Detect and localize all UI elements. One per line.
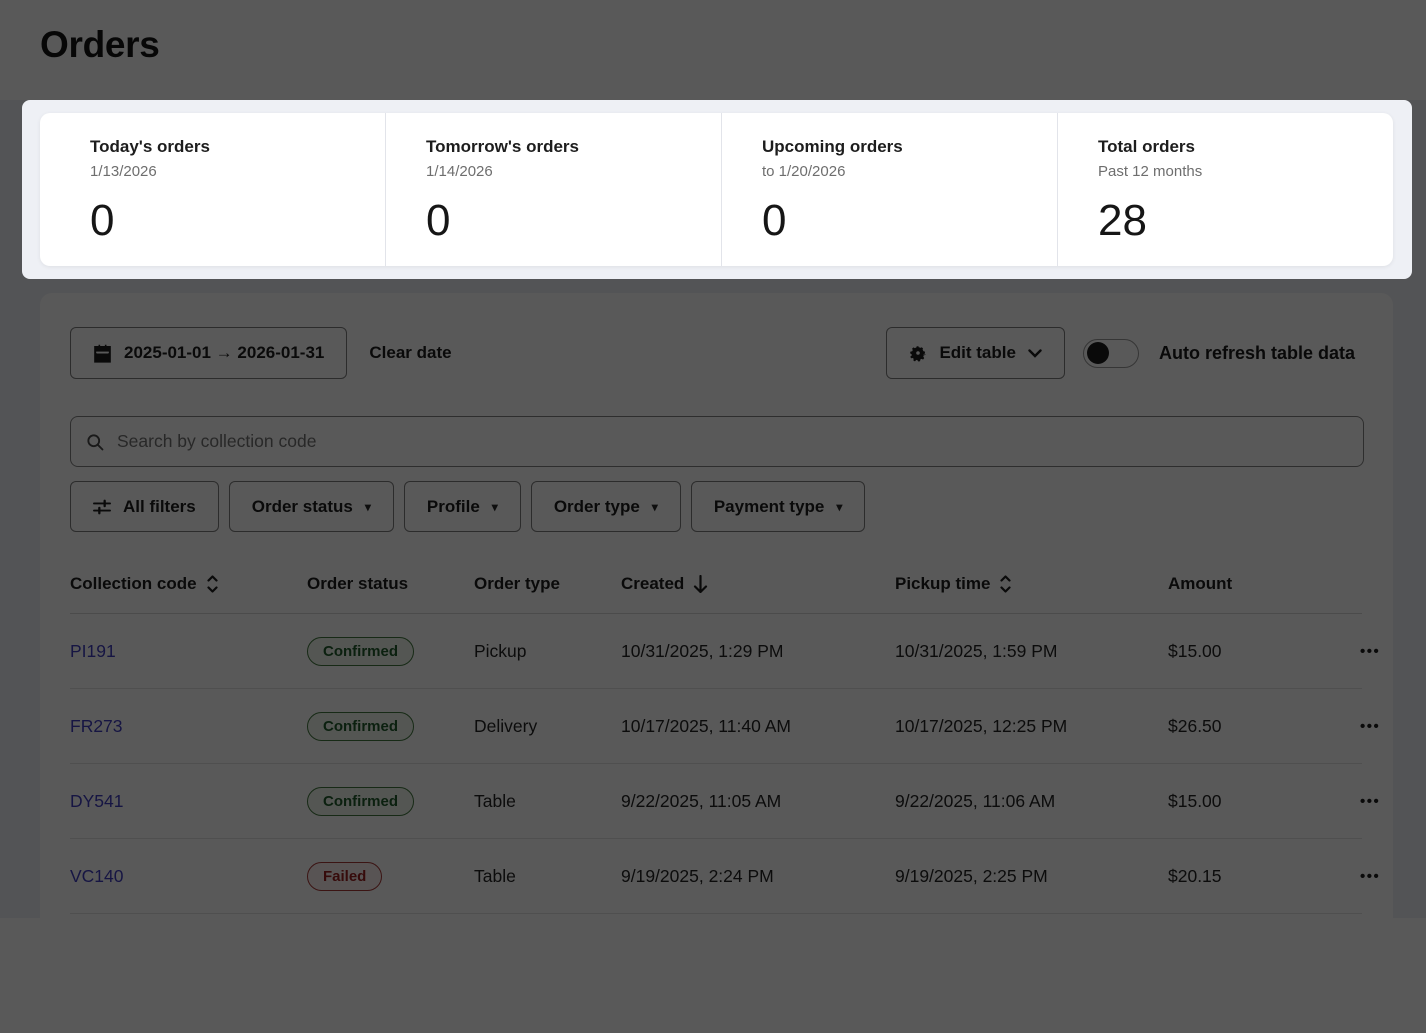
sort-both-icon [206, 575, 219, 593]
date-range-value: 2025-01-01 → 2026-01-31 [124, 343, 325, 362]
gear-icon [909, 344, 927, 362]
status-badge: Confirmed [307, 786, 414, 816]
sort-both-icon [999, 575, 1012, 593]
table-row: DY541 Confirmed Table 9/22/2025, 11:05 A… [70, 764, 1379, 839]
caret-down-icon: ▾ [364, 499, 371, 514]
chevron-down-icon [1028, 348, 1042, 358]
row-menu-button[interactable]: ••• [1296, 867, 1386, 886]
order-type-cell: Pickup [474, 640, 527, 661]
order-stats-card: Today's orders 1/13/2026 0 Tomorrow's or… [40, 113, 1393, 266]
amount-cell: $26.50 [1168, 715, 1222, 736]
stat-title: Upcoming orders [762, 137, 903, 156]
stat-subtitle: to 1/20/2026 [762, 163, 846, 180]
amount-cell: $15.00 [1168, 640, 1222, 661]
all-filters-icon [93, 499, 111, 515]
content-section: Today's orders 1/13/2026 0 Tomorrow's or… [0, 100, 1426, 1033]
all-filters-label: All filters [123, 496, 196, 516]
amount-cell: $15.00 [1168, 790, 1222, 811]
table-row: FR273 Confirmed Delivery 10/17/2025, 11:… [70, 689, 1379, 764]
amount-cell: $20.15 [1168, 865, 1222, 886]
stat-subtitle: 1/14/2026 [426, 163, 493, 180]
stat-title: Tomorrow's orders [426, 137, 579, 156]
filters-row: All filters Order status ▾ Profile ▾ Ord… [70, 481, 866, 532]
column-header-order-type: Order type [474, 574, 560, 593]
page-title: Orders [40, 24, 160, 65]
all-filters-button[interactable]: All filters [70, 481, 219, 532]
created-cell: 9/22/2025, 11:05 AM [621, 790, 782, 811]
collection-code-link[interactable]: VC140 [70, 865, 124, 886]
order-type-cell: Delivery [474, 715, 538, 736]
stat-value: 0 [762, 196, 787, 245]
stat-card: Upcoming orders to 1/20/2026 0 [721, 113, 1057, 266]
search-icon [85, 432, 105, 452]
column-header-created[interactable]: Created [621, 574, 895, 594]
order-type-cell: Table [474, 790, 516, 811]
collection-code-link[interactable]: FR273 [70, 715, 123, 736]
stat-card: Tomorrow's orders 1/14/2026 0 [385, 113, 721, 266]
stat-card: Today's orders 1/13/2026 0 [40, 113, 385, 266]
stat-subtitle: 1/13/2026 [90, 163, 157, 180]
caret-down-icon: ▾ [491, 499, 498, 514]
table-header-row: Collection code Order status Order type [70, 555, 1362, 614]
stat-card: Total orders Past 12 months 28 [1057, 113, 1393, 266]
row-menu-button[interactable]: ••• [1296, 642, 1386, 661]
filter-dropdown-button[interactable]: Profile ▾ [403, 481, 521, 532]
stat-value: 0 [90, 196, 115, 245]
collection-code-link[interactable]: DY541 [70, 790, 124, 811]
column-header-collection-code[interactable]: Collection code [70, 574, 307, 594]
caret-down-icon: ▾ [651, 499, 658, 514]
row-menu-button[interactable]: ••• [1296, 717, 1386, 736]
table-body: PI191 Confirmed Pickup 10/31/2025, 1:29 … [70, 614, 1379, 914]
status-badge: Failed [307, 861, 383, 891]
filter-dropdown-label: Profile [426, 496, 480, 516]
filter-dropdown-label: Payment type [713, 496, 825, 516]
status-badge: Confirmed [307, 711, 414, 741]
filter-dropdown-button[interactable]: Payment type ▾ [690, 481, 866, 532]
created-cell: 9/19/2025, 2:24 PM [621, 865, 774, 886]
stat-title: Today's orders [90, 137, 210, 156]
caret-down-icon: ▾ [836, 499, 843, 514]
filter-dropdown-label: Order status [251, 496, 353, 516]
filter-dropdown-button[interactable]: Order type ▾ [530, 481, 681, 532]
pickup-time-cell: 9/19/2025, 2:25 PM [895, 865, 1048, 886]
search-box [70, 416, 1364, 467]
status-badge: Confirmed [307, 636, 414, 666]
filter-dropdown-button[interactable]: Order status ▾ [228, 481, 394, 532]
collection-code-link[interactable]: PI191 [70, 640, 116, 661]
toggle-knob [1086, 342, 1109, 364]
pickup-time-cell: 9/22/2025, 11:06 AM [895, 790, 1056, 811]
calendar-icon [93, 344, 112, 363]
clear-date-button[interactable]: Clear date [369, 343, 452, 362]
pickup-time-cell: 10/31/2025, 1:59 PM [895, 640, 1058, 661]
search-input[interactable] [115, 430, 1349, 453]
column-header-pickup-time[interactable]: Pickup time [895, 574, 1168, 594]
created-cell: 10/17/2025, 11:40 AM [621, 715, 791, 736]
edit-table-label: Edit table [939, 343, 1016, 362]
table-toolbar: 2025-01-01 → 2026-01-31 Clear date Edit … [40, 327, 1393, 379]
order-type-cell: Table [474, 865, 516, 886]
stat-value: 0 [426, 196, 451, 245]
stat-title: Total orders [1098, 137, 1195, 156]
column-header-amount: Amount [1168, 574, 1233, 593]
stat-subtitle: Past 12 months [1098, 163, 1203, 180]
pickup-time-cell: 10/17/2025, 12:25 PM [895, 715, 1068, 736]
edit-table-button[interactable]: Edit table [886, 327, 1065, 379]
table-row: VC140 Failed Table 9/19/2025, 2:24 PM 9/… [70, 839, 1379, 914]
orders-table: Collection code Order status Order type [70, 555, 1379, 914]
filter-dropdown-label: Order type [553, 496, 640, 516]
stat-value: 28 [1098, 196, 1147, 245]
created-cell: 10/31/2025, 1:29 PM [621, 640, 784, 661]
orders-table-card: 2025-01-01 → 2026-01-31 Clear date Edit … [40, 293, 1393, 1033]
row-menu-button[interactable]: ••• [1296, 792, 1386, 811]
column-header-order-status: Order status [307, 574, 409, 593]
table-row: PI191 Confirmed Pickup 10/31/2025, 1:29 … [70, 614, 1379, 689]
date-range-button[interactable]: 2025-01-01 → 2026-01-31 [70, 327, 348, 379]
sort-desc-icon [693, 575, 708, 593]
auto-refresh-label: Auto refresh table data [1158, 342, 1355, 363]
auto-refresh-toggle[interactable] [1082, 338, 1139, 368]
